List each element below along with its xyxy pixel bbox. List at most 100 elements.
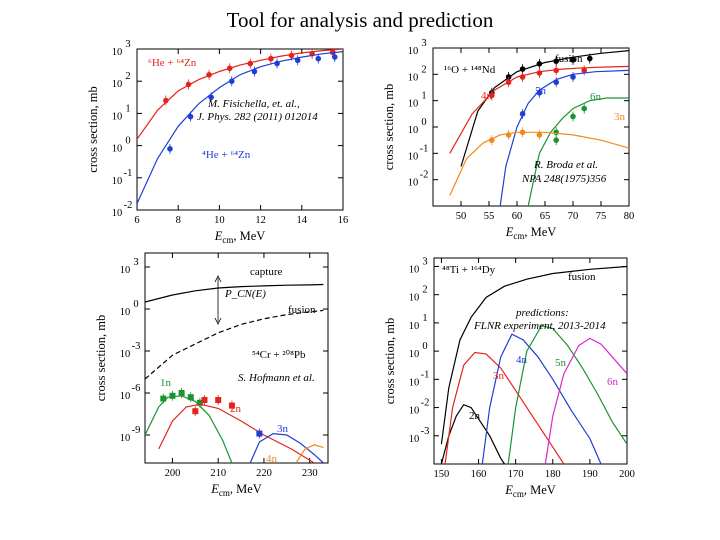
series-label-fusion: fusion	[555, 53, 583, 65]
x-tick-label: 190	[582, 469, 598, 480]
series-label-5n: 5n	[555, 357, 567, 369]
y-tick-exponent: 3	[125, 39, 130, 50]
series-label-5n: 5n	[535, 85, 547, 97]
series-group	[137, 49, 343, 204]
y-tick-exponent: 0	[133, 299, 138, 310]
y-tick-label: 10	[409, 264, 420, 275]
y-tick-exponent: 2	[125, 71, 130, 82]
x-tick-label: 50	[456, 211, 467, 222]
y-tick-exponent: -2	[124, 200, 133, 211]
y-tick-label: 10	[409, 434, 420, 445]
y-tick-label: 10	[409, 406, 420, 417]
series-line-2n	[440, 403, 506, 464]
y-tick-exponent: 1	[125, 103, 130, 114]
reaction-label-he6-zn: ⁶He + ⁶⁴Zn	[148, 57, 197, 69]
x-axis-label: Ecm, MeV	[505, 225, 557, 241]
series-label-6n: 6n	[590, 91, 602, 103]
series-group	[145, 283, 324, 463]
page-title: Tool for analysis and prediction	[226, 8, 494, 32]
x-tick-label: 12	[255, 215, 266, 226]
y-tick-exponent: -3	[421, 426, 430, 437]
y-tick-label: 10	[409, 321, 420, 332]
y-axis-label: cross section, mb	[382, 84, 396, 170]
y-tick-label: 10	[112, 111, 123, 122]
y-tick-label: 10	[112, 208, 123, 219]
y-tick-label: 10	[408, 178, 419, 189]
series-line-2n	[158, 403, 315, 463]
x-tick-label: 160	[471, 469, 487, 480]
series-label-4n: 4n	[481, 90, 493, 102]
series-label-2n: 2n	[469, 410, 481, 422]
series-line-capture	[145, 283, 324, 303]
series-line-fusion	[460, 50, 629, 167]
y-tick-exponent: -6	[132, 383, 141, 394]
chart-predictions-ti-dy: 150 160 170 180 190 20010310210110010-110-210…	[383, 256, 635, 499]
y-tick-label: 10	[408, 72, 419, 83]
x-tick-label: 220	[256, 468, 272, 479]
y-tick-label: 10	[112, 79, 123, 90]
y-tick-exponent: -2	[420, 170, 429, 181]
reaction-label-he4-zn: ⁴He + ⁶⁴Zn	[202, 149, 251, 161]
series-group	[440, 265, 627, 464]
reaction-label-o-nd: ¹⁶O + ¹⁴⁸Nd	[444, 64, 496, 76]
y-tick-label: 10	[112, 144, 123, 155]
reaction-label-cr-pb: ⁵⁴Cr + ²⁰⁸Pb	[252, 349, 306, 361]
y-tick-exponent: 0	[422, 341, 427, 352]
x-tick-label: 60	[512, 211, 523, 222]
x-tick-label: 16	[338, 215, 349, 226]
x-tick-label: 55	[484, 211, 495, 222]
y-tick-exponent: -1	[421, 369, 430, 380]
y-tick-label: 10	[409, 377, 420, 388]
y-axis-label: cross section, mb	[86, 86, 100, 172]
y-axis-label: cross section, mb	[383, 318, 397, 404]
x-tick-label: 180	[545, 469, 561, 480]
x-tick-label: 80	[624, 211, 635, 222]
series-label-4n: 4n	[266, 453, 278, 465]
x-axis-label: Ecm, MeV	[214, 229, 266, 245]
x-tick-label: 6	[134, 215, 139, 226]
series-line-5n	[499, 69, 629, 206]
x-tick-label: 65	[540, 211, 551, 222]
predictions-label: predictions:	[515, 307, 569, 319]
series-line-5n	[507, 325, 627, 464]
series-line-6n	[527, 97, 629, 206]
y-tick-label: 10	[120, 433, 131, 444]
y-axis-label: cross section, mb	[94, 315, 108, 401]
y-tick-label: 10	[408, 125, 419, 136]
y-tick-exponent: 0	[125, 136, 130, 147]
y-tick-label: 10	[120, 391, 131, 402]
x-tick-label: 10	[214, 215, 225, 226]
x-tick-label: 8	[176, 215, 181, 226]
plot-frame	[144, 252, 329, 464]
x-axis-label: Ecm, MeV	[504, 483, 556, 499]
x-tick-label: 75	[596, 211, 607, 222]
series-line-4n	[481, 333, 602, 464]
reaction-label-ti-dy: ⁴⁸Ti + ¹⁶⁴Dy	[442, 264, 496, 276]
series-label-4n: 4n	[516, 354, 528, 366]
y-tick-label: 10	[112, 176, 123, 187]
y-tick-exponent: -3	[132, 341, 141, 352]
x-tick-label: 14	[297, 215, 308, 226]
label-fusion: fusion	[288, 304, 316, 316]
label-pcn: P_CN(E)	[224, 288, 266, 300]
series-label-3n: 3n	[277, 423, 289, 435]
y-tick-exponent: 1	[421, 91, 426, 102]
series-label-6n: 6n	[607, 376, 619, 388]
reference-line-2: J. Phys. 282 (2011) 012014	[197, 111, 318, 123]
series-group	[449, 50, 629, 206]
x-tick-label: 230	[302, 468, 318, 479]
label-capture: capture	[250, 266, 282, 278]
series-line-1n	[145, 395, 233, 463]
y-tick-exponent: 2	[422, 285, 427, 296]
series-label-1n: 1n	[160, 377, 172, 389]
series-line-3n	[444, 351, 565, 464]
x-tick-label: 200	[619, 469, 635, 480]
series-line-3n	[249, 432, 324, 463]
y-tick-label: 10	[409, 293, 420, 304]
y-tick-exponent: 2	[421, 64, 426, 75]
series-line-blue	[137, 51, 343, 204]
reference-line-1: R. Broda et al.	[533, 159, 598, 171]
y-tick-exponent: -9	[132, 425, 141, 436]
